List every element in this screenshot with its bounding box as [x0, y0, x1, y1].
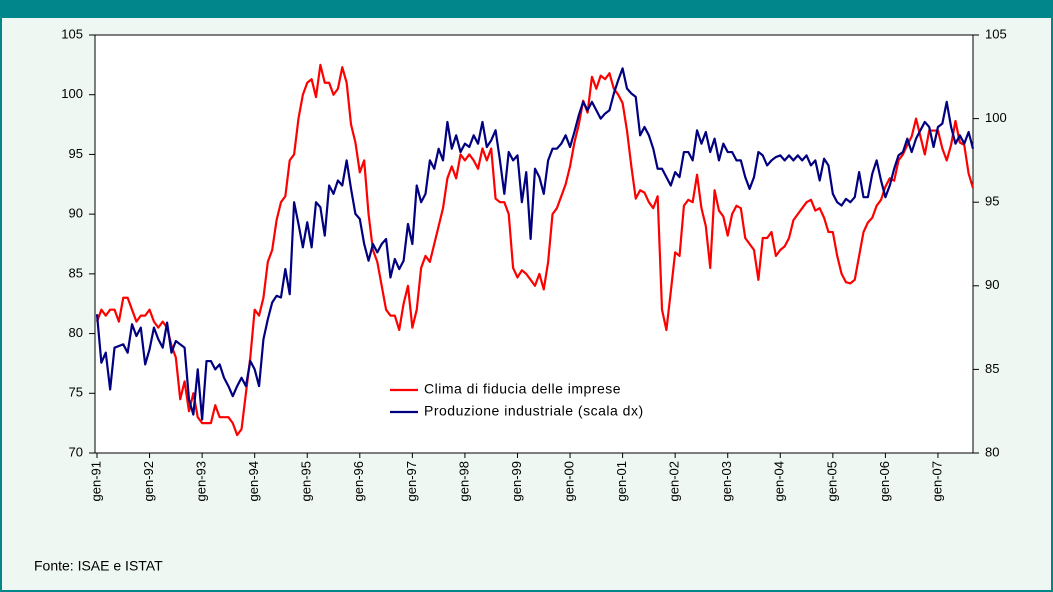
- x-tick-label: gen-02: [667, 461, 682, 501]
- y2-tick-label: 105: [985, 26, 1007, 41]
- x-tick-label: gen-96: [351, 461, 366, 501]
- source-note: Fonte: ISAE e ISTAT: [34, 558, 163, 574]
- series-line: [95, 63, 975, 437]
- legend-label: Clima di fiducia delle imprese: [424, 381, 621, 397]
- y2-tick-label: 100: [985, 110, 1007, 125]
- legend-label: Produzione industriale (scala dx): [424, 403, 644, 419]
- x-tick-label: gen-05: [824, 461, 839, 501]
- x-tick-label: gen-93: [194, 461, 209, 501]
- series-line: [95, 67, 975, 421]
- y-tick-label: 70: [69, 444, 83, 459]
- y-tick-label: 105: [61, 26, 83, 41]
- x-tick-label: gen-95: [299, 461, 314, 501]
- x-tick-label: gen-91: [88, 461, 103, 501]
- y-tick-label: 80: [69, 325, 83, 340]
- x-tick-label: gen-03: [719, 461, 734, 501]
- y-tick-label: 75: [69, 385, 83, 400]
- y2-tick-label: 85: [985, 361, 999, 376]
- y-tick-label: 85: [69, 265, 83, 280]
- x-tick-label: gen-01: [614, 461, 629, 501]
- x-tick-label: gen-04: [772, 461, 787, 501]
- plot-area: [94, 34, 974, 454]
- x-tick-label: gen-98: [456, 461, 471, 501]
- x-tick-label: gen-00: [561, 461, 576, 501]
- y-tick-label: 100: [61, 86, 83, 101]
- x-tick-label: gen-94: [246, 461, 261, 501]
- x-tick-label: gen-07: [929, 461, 944, 501]
- y-tick-label: 90: [69, 206, 83, 221]
- x-tick-label: gen-99: [509, 461, 524, 501]
- x-tick-label: gen-92: [141, 461, 156, 501]
- x-tick-label: gen-06: [877, 461, 892, 501]
- y2-tick-label: 80: [985, 444, 999, 459]
- y-tick-label: 95: [69, 146, 83, 161]
- y2-tick-label: 90: [985, 277, 999, 292]
- y2-tick-label: 95: [985, 194, 999, 209]
- x-tick-label: gen-97: [404, 461, 419, 501]
